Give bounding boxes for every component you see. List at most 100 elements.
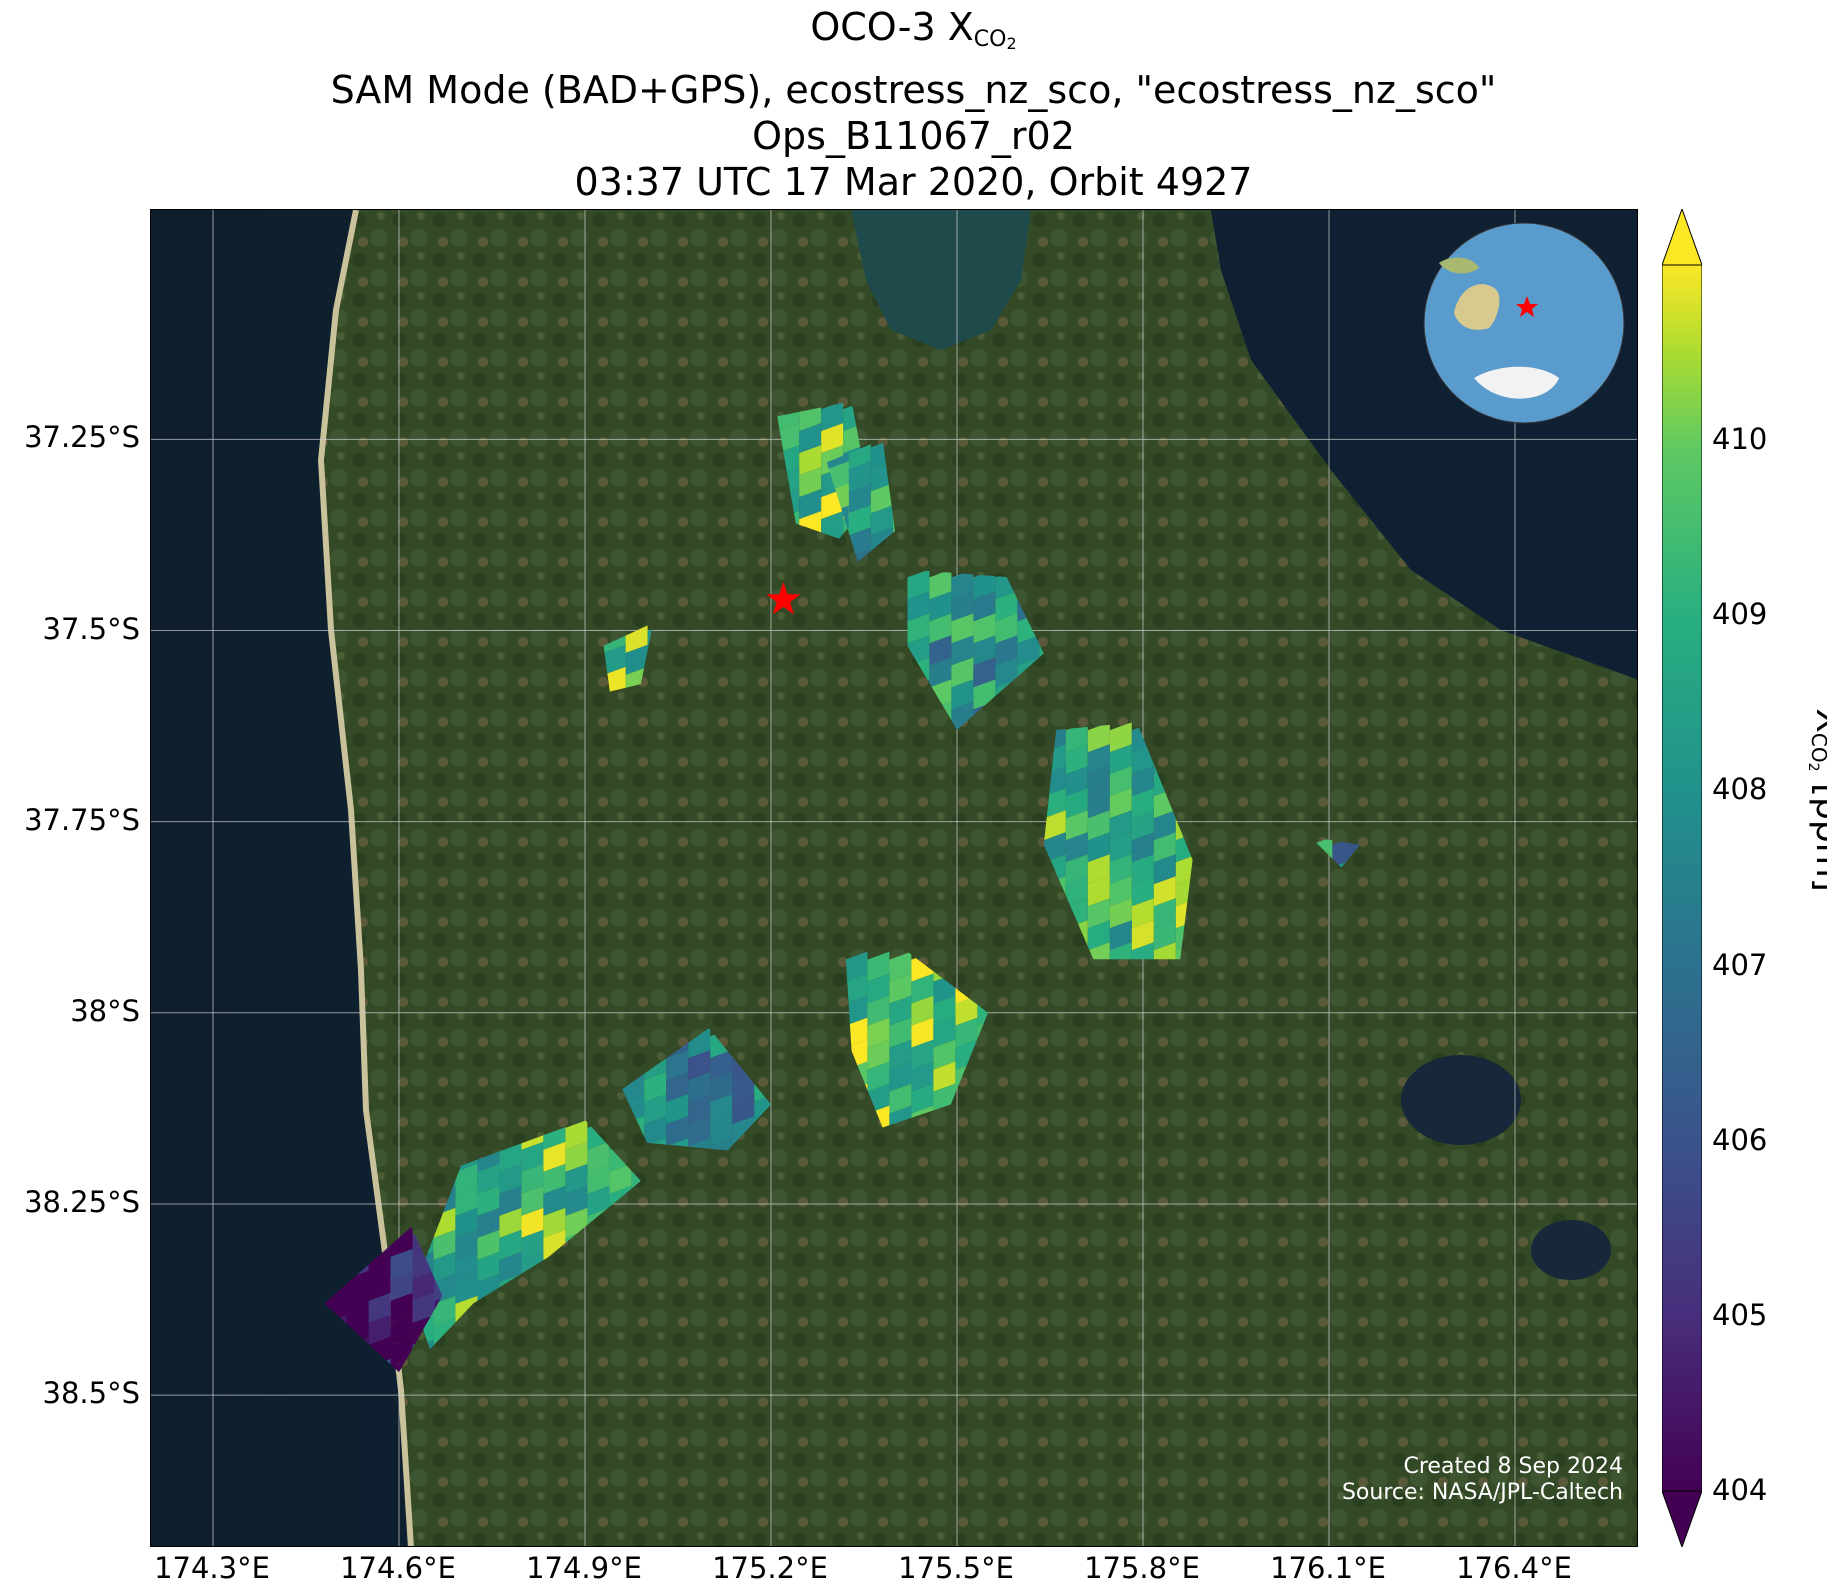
sounding-cell — [710, 1138, 733, 1151]
sounding-cell — [973, 657, 996, 688]
lon-tick-label: 176.4°E — [1456, 1551, 1572, 1585]
sounding-cell — [688, 1050, 711, 1081]
sounding-cell — [995, 591, 1018, 622]
sounding-cell — [412, 1292, 435, 1323]
sounding-cell — [1109, 854, 1132, 885]
sounding-cell — [1153, 898, 1176, 929]
sounding-cell — [732, 1072, 755, 1103]
sounding-cell — [929, 591, 952, 622]
sounding-cell — [911, 1039, 934, 1070]
sounding-cell — [455, 1163, 478, 1194]
sounding-cell — [1017, 635, 1040, 666]
sounding-cell — [521, 1229, 544, 1260]
sounding-cell — [955, 995, 978, 1026]
sounding-cell — [1153, 876, 1176, 907]
lon-tick-label: 175.8°E — [1084, 1551, 1200, 1585]
globe-star-icon — [1516, 296, 1538, 317]
sounding-cell — [933, 1061, 956, 1092]
sounding-cell — [1131, 942, 1154, 960]
sounding-cell — [821, 423, 844, 454]
sounding-cell — [995, 613, 1018, 644]
map-panel[interactable]: Created 8 Sep 2024 Source: NASA/JPL-Calt… — [150, 209, 1638, 1547]
sounding-cell — [845, 973, 868, 1004]
sounding-cell — [521, 1163, 544, 1194]
sounding-cell — [433, 1295, 456, 1326]
lon-tick-label: 176.1°E — [1270, 1551, 1386, 1585]
sounding-cell — [477, 1229, 500, 1260]
sounding-cell — [1065, 788, 1088, 819]
sounding-cell — [1043, 788, 1066, 819]
sounding-cell — [933, 1017, 956, 1048]
sounding-cell — [1087, 766, 1110, 797]
sounding-cell — [911, 1061, 934, 1092]
sounding-cell — [911, 973, 934, 1004]
sounding-cell — [346, 1292, 369, 1323]
sounding-cell — [543, 1185, 566, 1216]
sounding-cell — [565, 1185, 588, 1216]
sounding-cell — [368, 1314, 391, 1345]
sounding-cell — [889, 1105, 912, 1128]
globe-locator-icon — [1423, 222, 1625, 424]
sounding-cell — [1153, 920, 1176, 951]
sounding-cell — [1065, 766, 1088, 797]
sounding-cell — [867, 1017, 890, 1048]
sounding-cell — [644, 1094, 667, 1125]
title-line-1: OCO-3 XCO2 — [810, 5, 1017, 53]
sounding-cell — [973, 569, 996, 600]
sounding-cell — [565, 1141, 588, 1172]
sounding-cell — [499, 1163, 522, 1194]
sounding-cell — [1109, 920, 1132, 951]
sounding-cell — [1109, 876, 1132, 907]
sounding-cell — [955, 1017, 978, 1048]
sounding-cell — [732, 1094, 755, 1125]
sounding-cell — [951, 569, 974, 600]
sounding-cell — [995, 635, 1018, 666]
sounding-cell — [933, 995, 956, 1026]
sounding-cell — [929, 613, 952, 644]
sounding-cell — [666, 1094, 689, 1125]
sounding-cell — [1109, 832, 1132, 863]
sounding-cell — [911, 1083, 934, 1114]
sounding-cell — [1087, 898, 1110, 929]
sounding-cell — [845, 951, 868, 982]
sounding-cell — [710, 1072, 733, 1103]
colorbar-tick-label: 409 — [1712, 597, 1768, 632]
sounding-cell — [477, 1185, 500, 1216]
sounding-cell — [1087, 832, 1110, 863]
sounding-cell — [455, 1185, 478, 1216]
sounding-cell — [1087, 744, 1110, 775]
sounding-cell — [390, 1314, 413, 1345]
lat-tick-label: 37.5°S — [42, 611, 140, 646]
sounding-cell — [499, 1229, 522, 1260]
sounding-cell — [973, 591, 996, 622]
sounding-cell — [799, 445, 822, 476]
sounding-cell — [521, 1185, 544, 1216]
sounding-cell — [477, 1163, 500, 1194]
sounding-cell — [368, 1270, 391, 1301]
sounding-cell — [710, 1116, 733, 1147]
sounding-cell — [867, 951, 890, 982]
sounding-cell — [951, 679, 974, 710]
sounding-cell — [1109, 788, 1132, 819]
sounding-cell — [455, 1229, 478, 1260]
sounding-cell — [1109, 810, 1132, 841]
sounding-cell — [1153, 832, 1176, 863]
sounding-cell — [951, 657, 974, 688]
sounding-cell — [1109, 898, 1132, 929]
sounding-cell — [929, 635, 952, 666]
sounding-cell — [870, 483, 893, 514]
sounding-cell — [1109, 744, 1132, 775]
sounding-cell — [603, 644, 626, 675]
colorbar-tick-label: 410 — [1712, 422, 1768, 457]
sounding-cell — [951, 591, 974, 622]
lat-tick-label: 37.75°S — [24, 802, 140, 837]
sounding-cell — [521, 1207, 544, 1238]
sounding-cell — [907, 591, 930, 622]
sounding-cell — [1065, 832, 1088, 863]
sounding-cell — [867, 1039, 890, 1070]
sounding-cell — [1087, 920, 1110, 951]
sounding-cell — [1153, 942, 1176, 960]
sounding-cell — [477, 1251, 500, 1282]
sounding-cell — [889, 995, 912, 1026]
title-line-3: Ops_B11067_r02 — [752, 114, 1075, 158]
